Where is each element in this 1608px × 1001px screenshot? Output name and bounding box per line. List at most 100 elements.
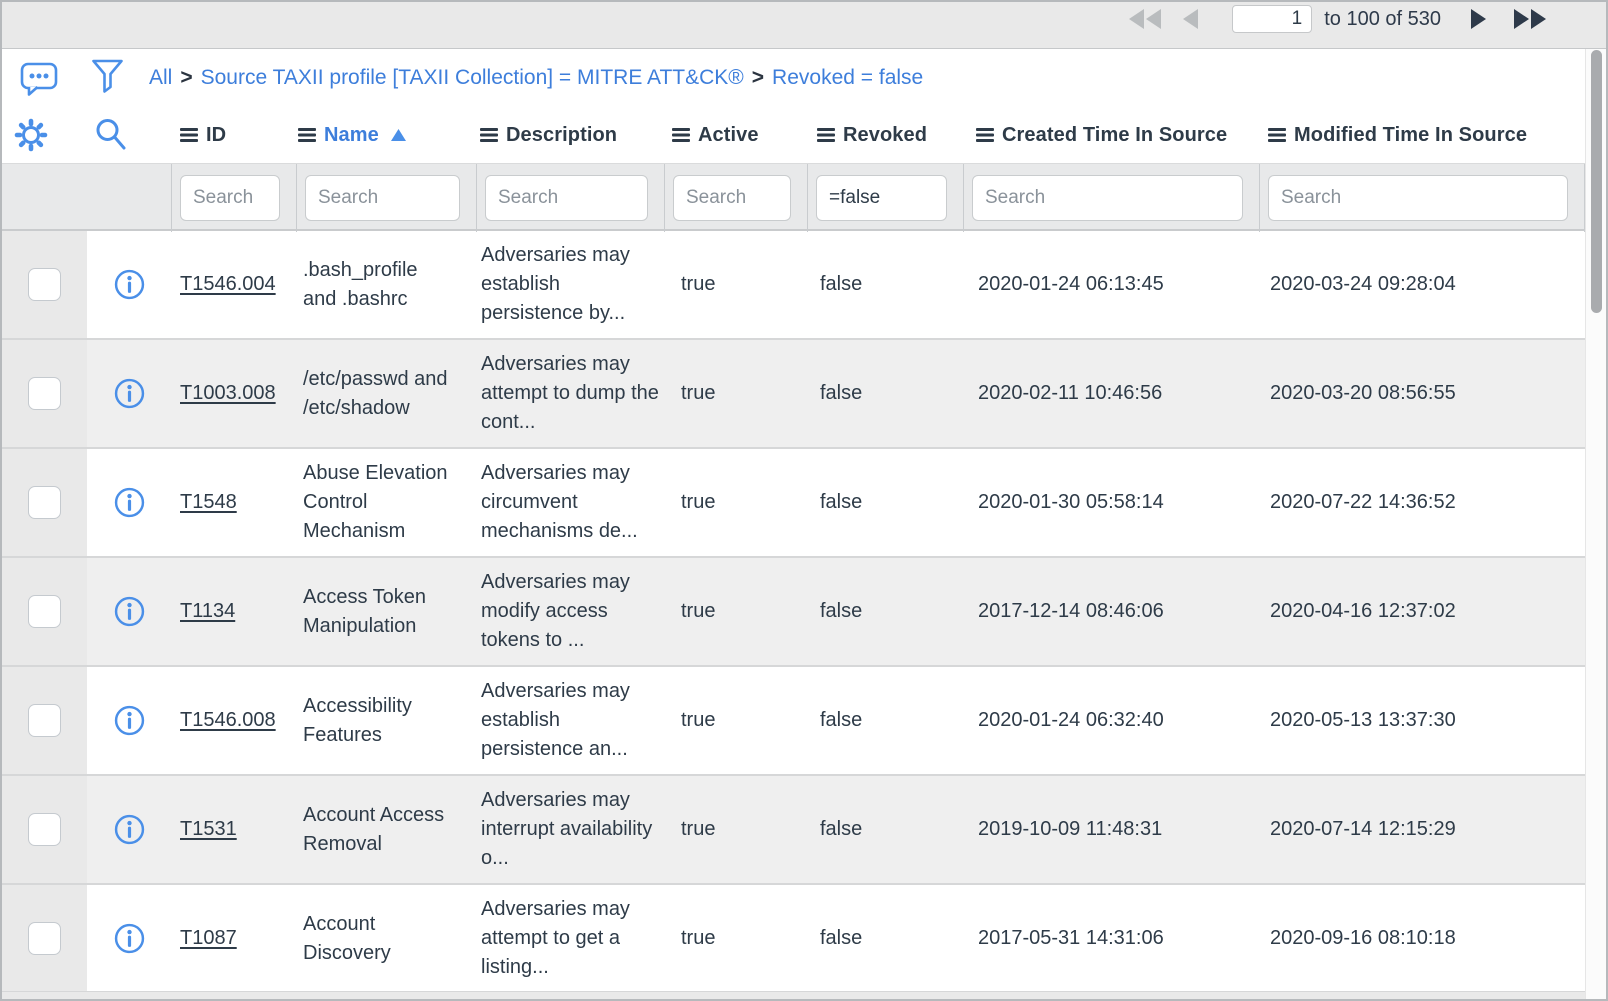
record-revoked: false <box>820 818 863 840</box>
record-created-time: 2019-10-09 11:48:31 <box>978 818 1163 840</box>
table-row: T1003.008 /etc/passwd and /etc/shadow Ad… <box>2 338 1585 447</box>
filter-button[interactable] <box>91 58 124 99</box>
row-checkbox[interactable] <box>28 704 61 737</box>
chevron-last-icon <box>1514 9 1529 29</box>
page-number-input[interactable] <box>1232 5 1313 33</box>
record-description: Adversaries may establish persistence by… <box>481 244 630 324</box>
column-header-created-time[interactable]: Created Time In Source <box>964 124 1260 147</box>
record-id-link[interactable]: T1003.008 <box>180 382 276 404</box>
search-row-info-spacer <box>87 164 172 232</box>
search-cell-active <box>665 164 808 232</box>
record-active: true <box>681 382 716 404</box>
row-select-cell <box>2 340 87 447</box>
search-row-gutter <box>2 164 87 232</box>
record-description: Adversaries may circumvent mechanisms de… <box>481 462 638 542</box>
column-header-name[interactable]: Name <box>297 124 477 147</box>
record-id-link[interactable]: T1548 <box>180 491 237 513</box>
record-created-time: 2020-02-11 10:46:56 <box>978 382 1163 404</box>
info-icon[interactable] <box>114 596 145 627</box>
row-select-cell <box>2 667 87 774</box>
breadcrumb-revoked-link[interactable]: Revoked = false <box>772 66 924 89</box>
row-select-cell <box>2 558 87 665</box>
table-header-row: ID Name Description Active <box>2 107 1585 163</box>
row-checkbox[interactable] <box>28 486 61 519</box>
last-page-button[interactable] <box>1514 9 1546 29</box>
column-menu-icon <box>817 128 835 142</box>
record-active: true <box>681 273 716 295</box>
info-icon[interactable] <box>114 705 145 736</box>
record-active: true <box>681 818 716 840</box>
column-menu-icon <box>672 128 690 142</box>
active-search-input[interactable] <box>673 175 791 221</box>
list-search-button[interactable] <box>87 116 172 154</box>
row-checkbox[interactable] <box>28 268 61 301</box>
table-row: T1546.004 .bash_profile and .bashrc Adve… <box>2 231 1585 338</box>
record-rows: T1546.004 .bash_profile and .bashrc Adve… <box>2 231 1585 991</box>
column-header-description[interactable]: Description <box>477 124 665 147</box>
column-label: Revoked <box>843 123 928 146</box>
record-revoked: false <box>820 273 863 295</box>
record-id-link[interactable]: T1134 <box>180 600 236 622</box>
record-revoked: false <box>820 491 863 513</box>
record-id-link[interactable]: T1531 <box>180 818 237 840</box>
row-checkbox[interactable] <box>28 922 61 955</box>
record-active: true <box>681 709 716 731</box>
chevron-next-icon <box>1471 9 1486 29</box>
column-header-modified-time[interactable]: Modified Time In Source <box>1260 124 1585 147</box>
info-icon[interactable] <box>114 923 145 954</box>
column-header-active[interactable]: Active <box>665 124 808 147</box>
record-name: Access Token Manipulation <box>303 585 427 637</box>
column-label: ID <box>206 123 227 146</box>
name-search-input[interactable] <box>305 175 460 221</box>
breadcrumb-separator: > <box>751 66 765 89</box>
breadcrumb-all-link[interactable]: All <box>149 66 173 89</box>
column-menu-icon <box>976 128 994 142</box>
record-id-link[interactable]: T1546.004 <box>180 273 276 295</box>
row-select-cell <box>2 776 87 883</box>
column-menu-icon <box>1268 128 1286 142</box>
info-icon[interactable] <box>114 378 145 409</box>
column-menu-icon <box>298 128 316 142</box>
column-header-id[interactable]: ID <box>172 124 297 147</box>
record-id-link[interactable]: T1546.008 <box>180 709 276 731</box>
row-info-cell <box>87 558 172 665</box>
first-page-button[interactable] <box>1129 9 1162 29</box>
info-icon[interactable] <box>114 814 145 845</box>
modified-search-input[interactable] <box>1268 175 1568 221</box>
row-checkbox[interactable] <box>28 813 61 846</box>
record-id-link[interactable]: T1087 <box>180 927 237 949</box>
info-icon[interactable] <box>114 487 145 518</box>
record-created-time: 2017-05-31 14:31:06 <box>978 927 1164 949</box>
row-info-cell <box>87 449 172 556</box>
breadcrumb-source-taxii-link[interactable]: Source TAXII profile [TAXII Collection] … <box>200 66 744 89</box>
column-header-revoked[interactable]: Revoked <box>808 124 964 147</box>
revoked-search-input[interactable] <box>816 175 947 221</box>
next-page-button[interactable] <box>1471 9 1486 29</box>
record-active: true <box>681 600 716 622</box>
search-icon <box>96 119 126 150</box>
vertical-scrollbar-thumb[interactable] <box>1591 50 1602 313</box>
created-search-input[interactable] <box>972 175 1243 221</box>
row-info-cell <box>87 340 172 447</box>
record-name: /etc/passwd and /etc/shadow <box>303 367 448 419</box>
row-select-cell <box>2 885 87 991</box>
row-checkbox[interactable] <box>28 595 61 628</box>
table-row: T1546.008 Accessibility Features Adversa… <box>2 665 1585 774</box>
pagination-bar: to 100 of 530 <box>2 2 1606 49</box>
info-icon[interactable] <box>114 269 145 300</box>
list-settings-button[interactable] <box>2 117 87 153</box>
record-description: Adversaries may attempt to dump the cont… <box>481 353 659 433</box>
column-menu-icon <box>180 128 198 142</box>
gear-icon <box>14 118 48 152</box>
record-created-time: 2020-01-24 06:32:40 <box>978 709 1164 731</box>
comments-button[interactable] <box>20 60 58 96</box>
record-created-time: 2020-01-30 05:58:14 <box>978 491 1164 513</box>
column-label: Modified Time In Source <box>1294 123 1528 146</box>
row-checkbox[interactable] <box>28 377 61 410</box>
id-search-input[interactable] <box>180 175 280 221</box>
pagination-range-label: to 100 of 530 <box>1324 7 1441 30</box>
description-search-input[interactable] <box>485 175 648 221</box>
vertical-scrollbar[interactable] <box>1585 49 1606 999</box>
chevron-first-icon <box>1129 9 1145 29</box>
previous-page-button[interactable] <box>1183 9 1199 29</box>
